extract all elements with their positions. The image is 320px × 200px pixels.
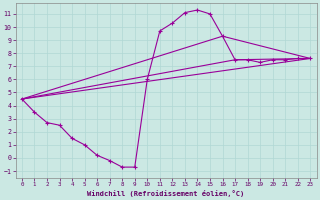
X-axis label: Windchill (Refroidissement éolien,°C): Windchill (Refroidissement éolien,°C) [87, 190, 245, 197]
